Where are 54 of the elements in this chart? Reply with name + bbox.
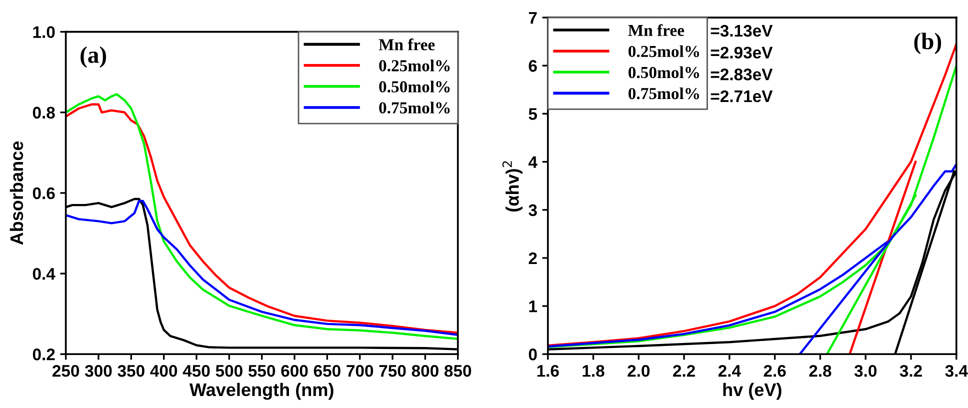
y-axis-title: Absorbance [10,141,24,245]
y-tick-label: 0.4 [32,268,56,280]
y-tick-label: 5 [528,108,538,120]
x-tick-label: 2.2 [673,365,695,377]
y-tick-label: 7 [528,12,537,24]
annotation: =2.93eV [710,46,773,59]
y-tick-label: 0.2 [32,348,55,360]
x-tick-label: 550 [248,365,276,377]
annotation: (a) [80,46,106,68]
x-tick-label: 3.0 [854,365,877,377]
legend-label: 0.25mol% [628,45,700,58]
x-tick-label: 2.6 [764,365,786,377]
y-tick-label: 1 [529,300,538,312]
y-tick-label: 2 [528,252,537,264]
y-tick-label: 0.8 [32,106,55,119]
legend-label: 0.50mol% [628,66,700,78]
x-tick-label: 650 [314,365,340,377]
y-tick-label: 6 [528,60,537,72]
y-tick-label: 0 [528,348,537,360]
x-tick-label: 300 [84,365,112,377]
legend-label: 0.50mol% [379,80,450,92]
y-axis-title: (αhv)$^{2}$ [502,161,522,212]
x-tick-label: 1.8 [582,365,604,377]
annotation: =3.13eV [710,24,773,37]
y-tick-label: 3 [528,204,537,216]
legend-label: 0.75mol% [628,87,700,100]
x-tick-label: 350 [118,365,144,377]
legend-label: Mn free [378,38,435,50]
x-tick-label: 2.0 [628,365,650,377]
x-tick-label: 250 [52,365,80,377]
x-tick-label: 850 [444,365,472,377]
x-tick-label: 750 [379,365,406,377]
x-tick-label: 400 [150,365,178,377]
x-tick-label: 600 [281,365,308,377]
legend-label: 0.75mol% [379,102,450,114]
legend-label: 0.25mol% [379,60,450,72]
y-tick-label: 0.6 [32,187,55,200]
x-tick-label: 500 [216,365,242,377]
x-tick-label: 450 [182,365,210,377]
y-tick-label: 4 [528,156,538,168]
x-axis-title: hv (eV) [723,382,782,400]
annotation: =2.83eV [710,68,773,80]
x-tick-label: 2.4 [718,365,741,377]
x-tick-label: 800 [412,365,438,377]
x-tick-label: 3.4 [945,365,968,377]
x-tick-label: 2.8 [809,365,832,377]
y-tick-label: 1.0 [33,26,55,38]
x-axis-title: Wavelength (nm) [189,382,334,400]
x-tick-label: 700 [346,365,374,377]
x-tick-label: 3.2 [900,365,922,377]
annotation: (b) [914,32,942,54]
legend-label: Mn free [628,24,684,36]
x-tick-label: 1.6 [537,365,559,377]
annotation: =2.71eV [710,90,773,102]
